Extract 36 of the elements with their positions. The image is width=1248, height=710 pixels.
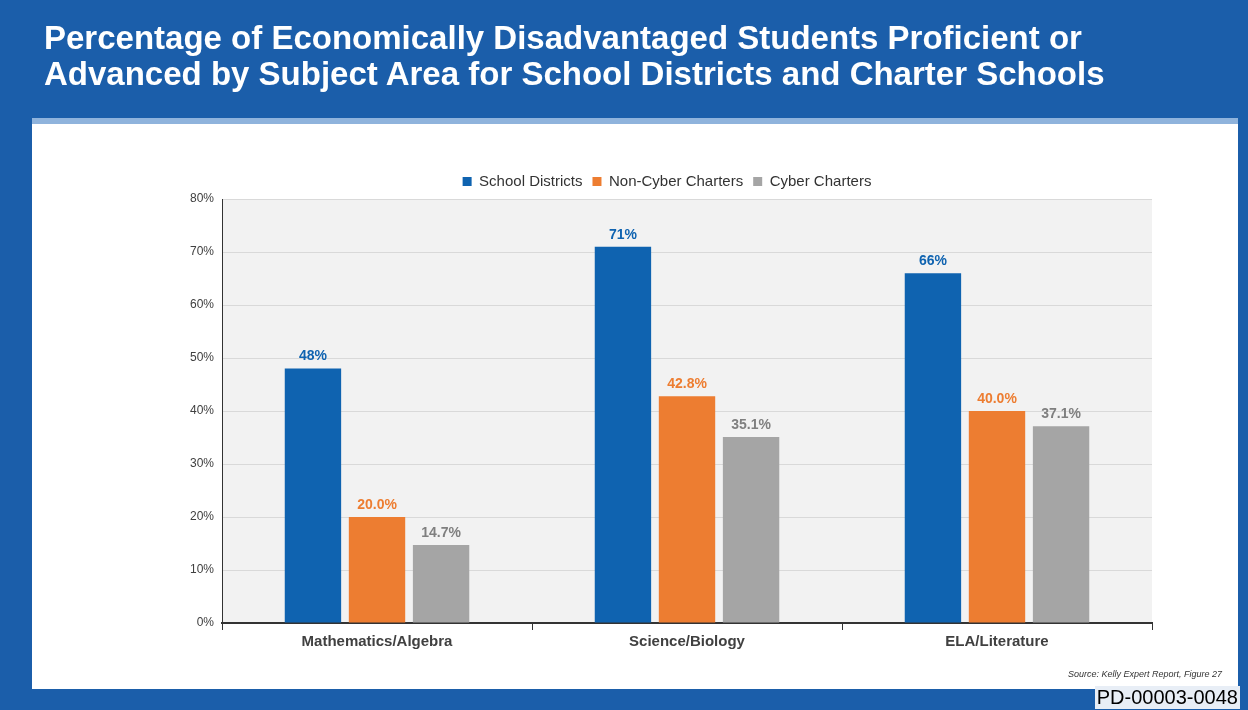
data-label: 48%	[298, 347, 328, 364]
y-tick-label: 10%	[189, 562, 215, 577]
y-tick-label: 0%	[196, 615, 215, 630]
bar	[722, 436, 780, 623]
data-label: 40.0%	[977, 389, 1018, 406]
bar	[348, 517, 406, 623]
data-label: 37.1%	[1041, 405, 1082, 422]
chart-title: Percentage of Economically Disadvantaged Students Proficient or Advanced by Subject Area for School Districts and Charter Schools	[44, 19, 1106, 92]
y-tick-label: 40%	[189, 403, 215, 418]
y-tick-label: 70%	[189, 244, 215, 259]
data-label: 66%	[918, 252, 948, 269]
legend-label: Non-Cyber Charters	[608, 171, 744, 189]
text: PD-00003-0048	[1094, 686, 1240, 709]
y-tick-label: 80%	[189, 191, 215, 206]
legend-label: Cyber Charters	[769, 171, 872, 189]
bar	[904, 273, 962, 623]
y-tick-label: 60%	[189, 297, 215, 312]
source-note: Source: Kelly Expert Report, Figure 27	[1067, 669, 1222, 679]
legend-label: School Districts	[479, 171, 583, 189]
y-tick-label: 50%	[189, 350, 215, 365]
data-label: 42.8%	[667, 375, 708, 392]
bar	[284, 368, 342, 623]
bar	[658, 396, 716, 623]
y-tick-label: 30%	[189, 456, 215, 471]
x-tick-label: Mathematics/Algebra	[301, 632, 454, 650]
data-label: 71%	[608, 225, 638, 242]
x-tick-label: Science/Biology	[629, 632, 746, 650]
x-tick-label: ELA/Literature	[945, 632, 1049, 650]
data-label: 35.1%	[731, 415, 772, 432]
data-label: 14.7%	[421, 523, 462, 540]
bar	[1032, 426, 1090, 623]
data-label: 20.0%	[357, 495, 398, 512]
bar	[412, 545, 470, 623]
bar	[968, 411, 1026, 623]
y-tick-label: 20%	[189, 509, 215, 524]
bar	[594, 246, 652, 623]
